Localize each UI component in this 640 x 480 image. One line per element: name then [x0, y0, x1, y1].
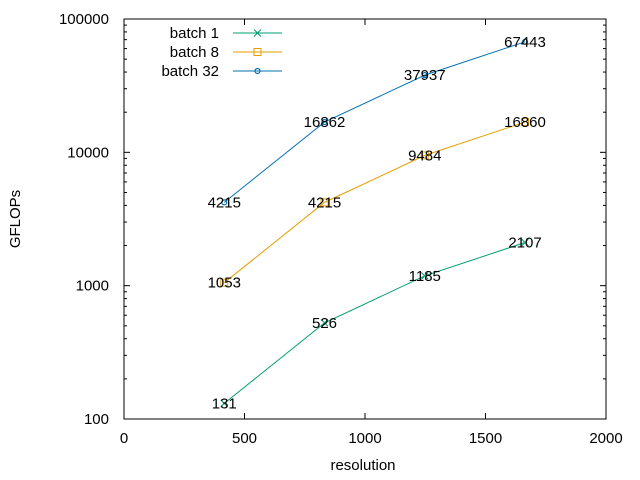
legend-marker — [254, 67, 261, 75]
y-tick-label: 1000 — [76, 278, 109, 295]
x-axis-title: resolution — [330, 457, 395, 474]
data-label-batch-32: 37937 — [404, 67, 446, 84]
legend-label: batch 32 — [161, 63, 219, 80]
legend: batch 1 batch 8 batch 32 — [161, 25, 282, 80]
data-point-batch-8 — [320, 198, 329, 207]
data-point-batch-1 — [220, 399, 229, 408]
y-tick-label: 100000 — [59, 11, 109, 28]
axis-ticks: 0 500 1000 1500 2000 100 1000 10000 100000 — [59, 11, 623, 447]
x-tick-label: 1000 — [348, 430, 381, 447]
data-label-batch-1: 1185 — [409, 268, 441, 285]
data-label-batch-8: 9484 — [408, 147, 441, 164]
data-label-batch-8: 1053 — [208, 275, 241, 292]
x-tick-label: 0 — [120, 430, 128, 447]
legend-label: batch 1 — [170, 25, 219, 42]
data-point-batch-1 — [320, 319, 329, 327]
data-point-batch-32 — [321, 118, 328, 126]
series-line-batch-1 — [223, 242, 526, 404]
data-point-batch-8 — [420, 151, 429, 160]
y-tick-label: 100 — [84, 411, 109, 428]
data-point-batch-8 — [521, 118, 530, 127]
data-point-batch-32 — [421, 72, 428, 79]
data-label-batch-1: 2107 — [508, 235, 541, 252]
legend-label: batch 8 — [170, 44, 219, 61]
y-axis-title: GFLOPs — [7, 190, 24, 248]
data-point-batch-1 — [521, 238, 529, 247]
data-labels: 131 526 1185 2107 1053 4215 9484 16860 4215 16862… — [208, 34, 546, 413]
data-point-batch-32 — [221, 199, 228, 206]
y-tick-label: 10000 — [67, 144, 109, 161]
legend-marker — [253, 48, 262, 56]
x-tick-label: 500 — [232, 430, 257, 447]
legend-marker — [253, 29, 262, 37]
series-line-batch-8 — [223, 121, 526, 284]
series-layer — [220, 38, 530, 408]
data-label-batch-32: 67443 — [504, 34, 546, 51]
data-label-batch-1: 131 — [212, 395, 237, 412]
data-label-batch-8: 4215 — [308, 194, 341, 211]
data-point-batch-32 — [521, 38, 529, 45]
x-tick-label: 1500 — [469, 430, 502, 447]
series-line-batch-32 — [223, 41, 526, 203]
data-label-batch-8: 16860 — [504, 114, 546, 131]
data-label-batch-1: 526 — [312, 315, 337, 332]
data-label-batch-32: 4215 — [208, 194, 241, 211]
data-point-batch-1 — [420, 271, 429, 280]
x-tick-label: 2000 — [589, 430, 622, 447]
data-point-batch-8 — [220, 278, 229, 287]
data-label-batch-32: 16862 — [304, 114, 346, 131]
